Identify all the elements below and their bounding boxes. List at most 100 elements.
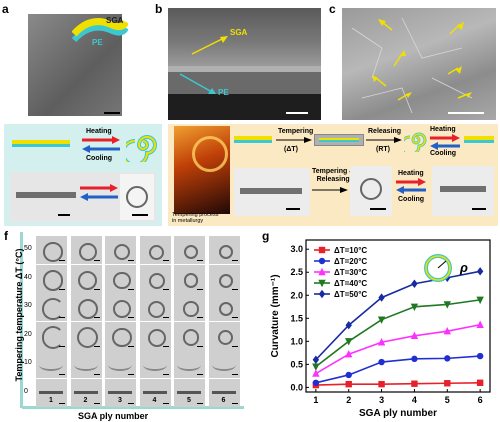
data-point <box>444 355 451 362</box>
specimen-cell <box>139 236 171 264</box>
specimen <box>218 245 233 259</box>
x-axis-label: SGA ply number <box>359 408 437 419</box>
curled-strip <box>126 186 148 208</box>
rho-label: ρ <box>459 260 468 275</box>
col-label-5: 5 <box>187 397 191 404</box>
specimen <box>77 299 98 319</box>
specimen <box>182 329 200 346</box>
data-point <box>476 296 484 305</box>
panel-g-label: g <box>262 229 270 243</box>
data-point <box>476 352 484 360</box>
panel-a-scalebar <box>104 112 120 114</box>
data-point <box>378 380 385 388</box>
legend-label: ΔT=20°C <box>334 257 367 266</box>
specimen <box>108 390 132 394</box>
data-point <box>476 379 484 386</box>
specimen <box>211 390 236 394</box>
specimen-cell <box>70 378 102 407</box>
panel-b-scalebar <box>286 112 308 114</box>
panel-b-sem: SGA PE <box>168 8 321 120</box>
data-point <box>312 355 320 364</box>
specimen <box>108 359 132 371</box>
data-point <box>377 316 386 324</box>
data-point <box>378 358 385 366</box>
specimen <box>218 302 233 316</box>
heat-cool-arrows-3-icon <box>430 134 460 150</box>
col-label-6: 6 <box>221 397 226 404</box>
panel-f-ylabel: Tempering temperature ΔT (°C) <box>14 248 24 382</box>
panel-b-sga-label: SGA <box>230 28 248 37</box>
bilayer-icon-1 <box>234 136 272 140</box>
series-line <box>315 299 481 368</box>
row-label-10: 10 <box>24 359 32 366</box>
specimen <box>112 299 132 319</box>
specimen <box>43 242 63 262</box>
sga-pe-bilayer-icon <box>72 18 128 43</box>
specimen-cell <box>36 264 67 293</box>
data-point <box>312 379 320 386</box>
data-point <box>312 369 320 377</box>
specimen-cell <box>70 321 102 350</box>
data-point <box>411 380 418 387</box>
specimen-cell <box>105 236 136 264</box>
specimen-cell <box>208 293 240 321</box>
y-axis-label: Curvature (mm⁻¹) <box>270 274 281 357</box>
panel-d-box: Heating Cooling <box>4 124 162 226</box>
panel-e-box: Tempering process in metallurgy Temperin… <box>168 124 498 226</box>
specimen-cell <box>36 378 67 407</box>
specimen-cell <box>70 264 102 293</box>
col-label-2: 2 <box>83 397 88 404</box>
specimen <box>113 243 131 261</box>
metallurgy-photo <box>174 126 230 214</box>
y-tick-label: 2.5 <box>290 267 303 277</box>
panel-b-pe-label: PE <box>218 88 229 97</box>
curvature-chart: 1 2 3 4 5 6 0.0 0.5 1.0 1.5 2.0 2.5 3.0 SGA ply numbe… <box>270 239 491 419</box>
specimen-cell <box>70 293 102 321</box>
panel-e-heating: Heating <box>430 126 456 133</box>
data-point <box>411 279 418 288</box>
y-tick-label: 2.0 <box>290 290 303 300</box>
specimen-cell <box>139 293 171 321</box>
data-point <box>410 331 419 340</box>
data-point <box>443 301 451 309</box>
specimen <box>39 359 63 371</box>
panel-d-heating: Heating <box>86 128 112 135</box>
arrow-right-3-icon <box>312 187 348 193</box>
specimen <box>73 359 98 371</box>
panel-b-label: b <box>155 2 163 16</box>
specimen-cell <box>139 321 171 350</box>
panel-e-delta-t: (ΔT) <box>284 146 298 153</box>
specimen <box>184 245 198 259</box>
row-label-20: 20 <box>24 330 32 338</box>
photo-flat-strip <box>234 168 310 216</box>
specimen <box>177 359 201 371</box>
x-tick-label: 4 <box>412 395 417 405</box>
row-label-50: 50 <box>24 245 32 252</box>
legend-label: ΔT=30°C <box>334 268 367 277</box>
y-tick-label: 1.5 <box>290 313 303 323</box>
specimen <box>41 326 65 349</box>
heat-cool-arrows-4-icon <box>396 178 426 194</box>
panel-f-label: f <box>4 229 8 243</box>
specimen <box>42 270 64 291</box>
legend-label: ΔT=10°C <box>334 246 367 255</box>
specimen-cell <box>208 378 240 407</box>
y-tick-label: 0.5 <box>290 359 303 369</box>
panel-d-cooling: Cooling <box>86 155 113 162</box>
panel-c-wrinkle-arrows <box>351 17 473 114</box>
data-point <box>345 321 352 330</box>
panel-d-photo <box>10 172 156 222</box>
data-point <box>377 338 386 346</box>
panel-f-teal-bar-h <box>22 406 244 409</box>
clamp-icon <box>314 134 364 146</box>
panel-e-tempering: Tempering <box>278 128 314 135</box>
specimen-cell <box>208 350 240 378</box>
x-tick-label: 5 <box>445 395 450 405</box>
series-line <box>315 355 481 384</box>
data-point <box>443 327 451 335</box>
specimen-cell <box>174 321 205 350</box>
specimen <box>177 390 201 394</box>
y-tick-label: 1.0 <box>290 336 303 346</box>
data-point <box>444 380 451 387</box>
specimen-cell <box>36 293 67 321</box>
